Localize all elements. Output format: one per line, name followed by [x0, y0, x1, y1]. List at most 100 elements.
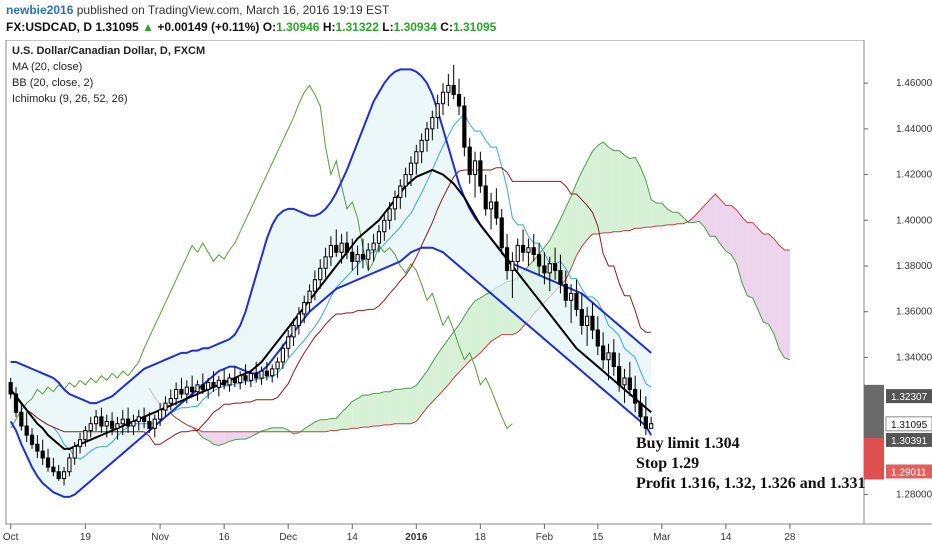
candle-body [109, 420, 115, 429]
candle-body [536, 254, 542, 267]
candle-body [446, 84, 451, 93]
candle-body [270, 368, 275, 377]
cloud-segment [624, 155, 630, 231]
time-axis[interactable]: Oct 19 Nov 16 Dec 14 2016 18 Feb 15 Mar 14 28 [3, 524, 796, 543]
cloud-segment [763, 234, 769, 325]
candle-body [526, 247, 531, 253]
price-tick-label: 1.34000 [896, 352, 932, 363]
candle-body [499, 217, 504, 249]
candle-body [403, 174, 408, 187]
candle-body [483, 185, 488, 210]
price-badge [886, 389, 932, 404]
candle-body [40, 450, 45, 459]
author-link[interactable]: newbie2016 [6, 3, 74, 17]
candle-body [424, 128, 430, 141]
candle-body [211, 382, 216, 388]
candle-body [312, 279, 318, 292]
candle-body [328, 244, 334, 258]
cloud-segment [309, 422, 315, 432]
candle-body [590, 315, 595, 331]
cloud-segment [448, 331, 454, 385]
candlestick-series[interactable] [8, 64, 654, 486]
high-value: 1.31322 [335, 20, 379, 34]
cloud-segment [608, 147, 614, 233]
candle-body [163, 402, 168, 411]
last-price: 1.31095 [95, 20, 139, 34]
price-axis[interactable]: 1.46000 1.44000 1.42000 1.40000 1.38000 1.360… [864, 78, 932, 501]
candle-body [302, 302, 307, 315]
candle-body [494, 201, 499, 219]
cloud-segment [635, 157, 641, 229]
cloud-segment [325, 418, 331, 432]
publish-line: newbie2016 published on TradingView.com,… [6, 3, 389, 17]
cloud-segment [346, 401, 353, 430]
cloud-segment [469, 300, 476, 361]
candle-body [435, 103, 440, 118]
candle-body [286, 336, 291, 349]
cloud-segment [373, 393, 379, 426]
symbol: FX:USDCAD, D [6, 20, 92, 34]
candle-body [51, 466, 56, 473]
candle-body [371, 242, 376, 251]
candle-body [190, 386, 195, 393]
cloud-segment [613, 150, 620, 232]
candle-body [275, 361, 280, 370]
candle-body [8, 382, 13, 395]
lagging-span [10, 84, 513, 430]
cloud-segment [565, 196, 572, 280]
candle-body [280, 347, 285, 363]
price-badge [886, 432, 932, 447]
candle-body [168, 398, 173, 404]
cloud-segment [314, 419, 321, 432]
candle-body [291, 324, 296, 338]
cloud-segment [640, 167, 646, 229]
candle-body [195, 384, 200, 393]
cloud-segment [336, 412, 342, 431]
cloud-segment [736, 210, 742, 283]
legend-entry: BB (20, close, 2) [12, 77, 93, 89]
candle-body [627, 377, 632, 390]
candle-body [478, 160, 483, 187]
candle-body [206, 382, 211, 390]
cloud-segment [250, 431, 257, 437]
candle-body [67, 457, 72, 473]
price-tick-label: 1.28000 [896, 490, 932, 501]
time-tick-label: 28 [784, 532, 796, 543]
up-arrow-icon: ▲ [142, 20, 154, 34]
candle-body [232, 377, 237, 384]
price-badge-label: 1.29011 [891, 467, 927, 478]
candle-body [88, 423, 93, 432]
cloud-segment [437, 346, 444, 397]
chart-canvas[interactable]: U.S. Dollar/Canadian Dollar, D, FXCM MA (… [0, 40, 932, 550]
candle-body [472, 160, 478, 176]
price-badge-label: 1.30391 [891, 436, 928, 447]
candle-body [622, 377, 627, 386]
candle-body [61, 471, 67, 480]
price-badge [885, 416, 932, 432]
candle-body [254, 372, 259, 379]
cloud-segment [443, 339, 449, 391]
candle-body [56, 471, 61, 480]
candle-body [350, 251, 355, 262]
candle-body [158, 409, 163, 420]
cloud-segment [779, 245, 785, 358]
trade-annotation: Buy limit 1.304 Stop 1.29 Profit 1.316, 1.… [636, 435, 865, 492]
cloud-segment [747, 222, 753, 298]
cloud-segment [715, 194, 721, 245]
cloud-segment [352, 398, 358, 429]
candle-body [243, 375, 248, 381]
candle-body [563, 283, 568, 301]
candle-body [179, 388, 184, 395]
candle-body [633, 388, 638, 404]
candle-body [360, 254, 366, 260]
time-tick-label: 2016 [405, 532, 428, 543]
candle-body [504, 247, 510, 272]
candle-body [606, 352, 611, 361]
candle-body [29, 434, 35, 445]
candle-body [115, 423, 120, 429]
candle-body [323, 256, 328, 269]
candle-body [72, 446, 77, 459]
candle-body [227, 377, 232, 386]
candle-body [520, 244, 526, 253]
cloud-segment [784, 250, 790, 360]
